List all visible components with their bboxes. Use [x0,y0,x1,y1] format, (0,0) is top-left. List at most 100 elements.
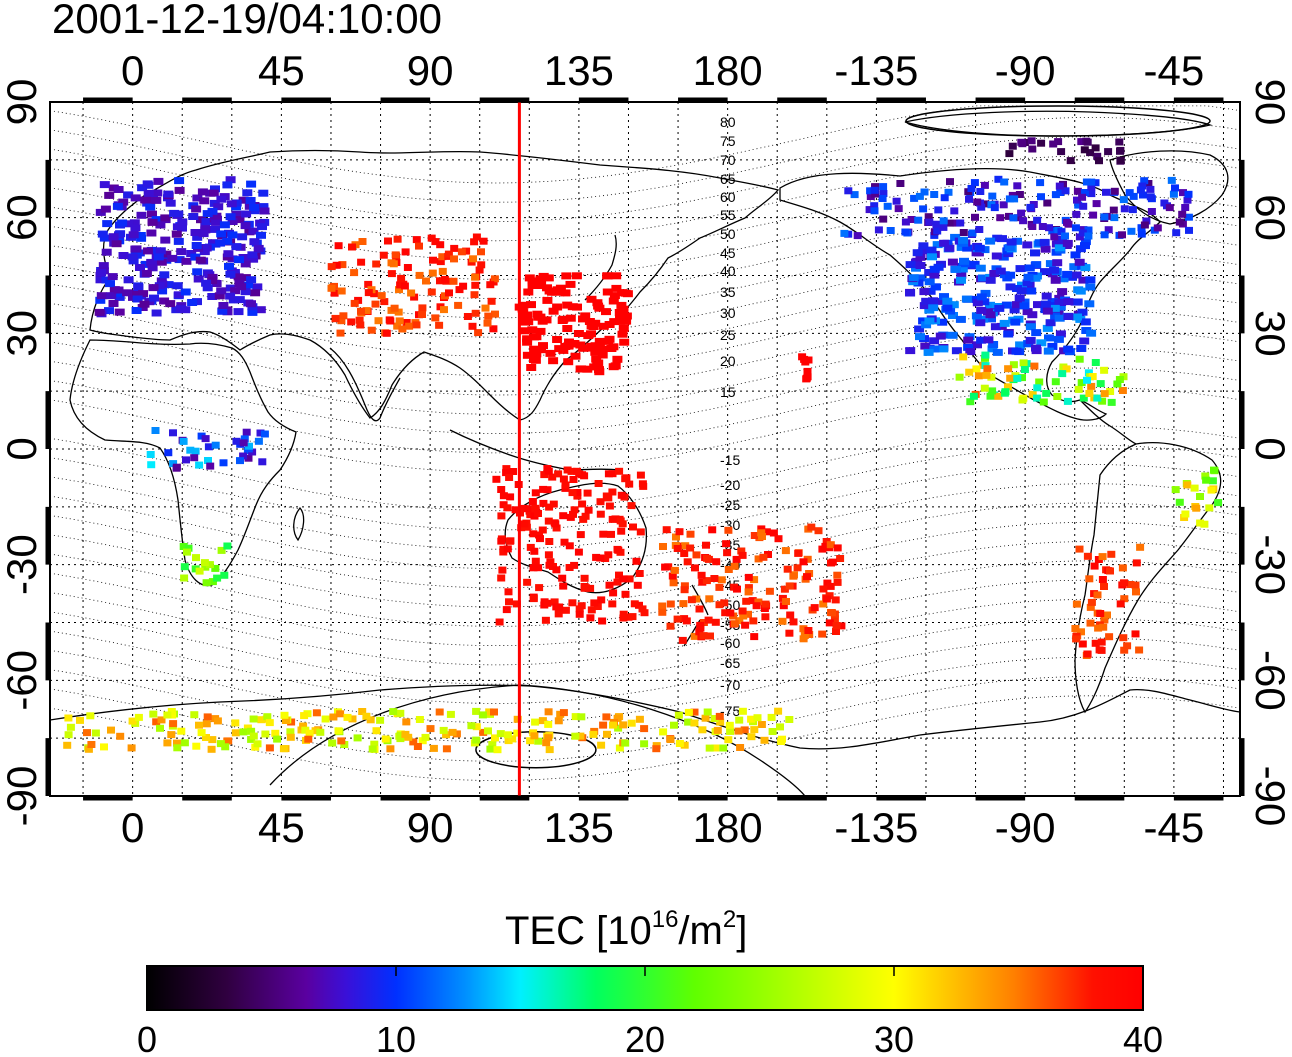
tec-point [245,442,253,450]
tec-point [950,207,959,215]
tec-point [550,598,559,606]
tec-point [1058,275,1069,283]
tec-point [866,193,875,200]
tec-point [336,710,345,718]
tec-point [256,231,266,239]
tec-point [1041,292,1052,300]
tec-point [1200,520,1209,528]
tec-point [987,373,996,381]
tec-point [148,284,159,292]
tec-point [894,205,903,213]
tec-point [337,737,346,745]
tec-point [988,387,997,395]
tec-point [1091,639,1100,647]
tec-point [956,276,966,284]
tec-point [519,504,528,512]
tec-point [702,541,710,549]
tec-point [316,728,325,736]
tec-point [246,180,257,188]
magnetic-latitude-label: 60 [720,189,736,205]
tec-point [617,527,626,535]
tec-point [232,437,241,445]
tec-point [1025,336,1036,344]
tec-point [211,218,222,226]
coastline-japan [584,234,617,301]
tec-point [76,716,84,724]
tec-point [750,633,759,641]
tec-point [330,289,339,297]
tec-point [974,244,985,252]
tec-point [195,461,204,469]
tec-point [536,281,547,288]
tec-point [944,188,953,196]
tec-point [1072,210,1081,218]
tec-point [1028,223,1037,230]
tec-point [1089,211,1098,219]
tec-point [551,520,560,528]
tec-point [174,177,185,185]
tec-point [619,338,630,346]
tec-point [1077,308,1088,316]
tec-point [596,554,605,562]
tec-point [496,730,505,738]
tec-point [608,600,617,608]
tec-point [95,276,106,284]
tec-point [1079,394,1088,402]
tec-point [84,745,93,753]
tec-point [695,628,704,636]
tec-point [1062,239,1073,247]
tec-point [1136,186,1145,194]
tec-point [544,734,553,742]
tec-point [1016,287,1027,295]
tec-point [247,308,258,316]
tec-point [364,280,373,288]
tec-point [575,610,584,618]
tec-point [506,537,515,545]
tec-point [584,506,593,514]
tec-point [682,617,691,625]
tec-point [486,745,495,753]
tec-point [431,238,440,246]
tec-point [721,609,730,617]
tec-point [484,727,492,735]
tec-point [1012,237,1022,245]
tec-point [604,551,613,559]
tec-point [204,457,212,464]
tec-point [803,555,812,563]
tec-point [253,244,264,252]
tec-point [98,262,109,270]
tec-point [427,288,436,296]
tec-point [611,284,622,292]
tec-point [329,713,338,721]
tec-point [1119,634,1128,642]
tec-point [988,341,999,348]
tec-point [356,321,365,329]
tec-point [531,718,540,726]
magnetic-latitude-label: -25 [720,497,740,513]
tec-point [163,739,172,747]
tec-point [422,277,430,285]
tec-point [397,274,406,282]
tec-point [939,217,948,225]
tec-point [914,216,923,224]
tec-point [818,630,827,638]
tec-point [452,730,461,738]
tec-point [405,322,414,330]
tec-point [1069,263,1080,271]
tec-point [924,278,935,286]
tec-point [350,299,359,307]
tec-point [471,281,480,289]
tec-point [565,280,576,288]
tec-point [1014,214,1022,222]
tec-point [143,189,154,197]
tec-point [398,325,407,333]
tec-point [1192,504,1201,512]
tec-point [615,311,625,319]
tec-point [438,267,447,275]
tec-point [1106,567,1114,575]
tec-point [172,223,183,231]
tec-point [393,322,402,330]
tec-point [1120,579,1129,587]
tec-point [947,331,958,339]
tec-point [544,708,553,716]
